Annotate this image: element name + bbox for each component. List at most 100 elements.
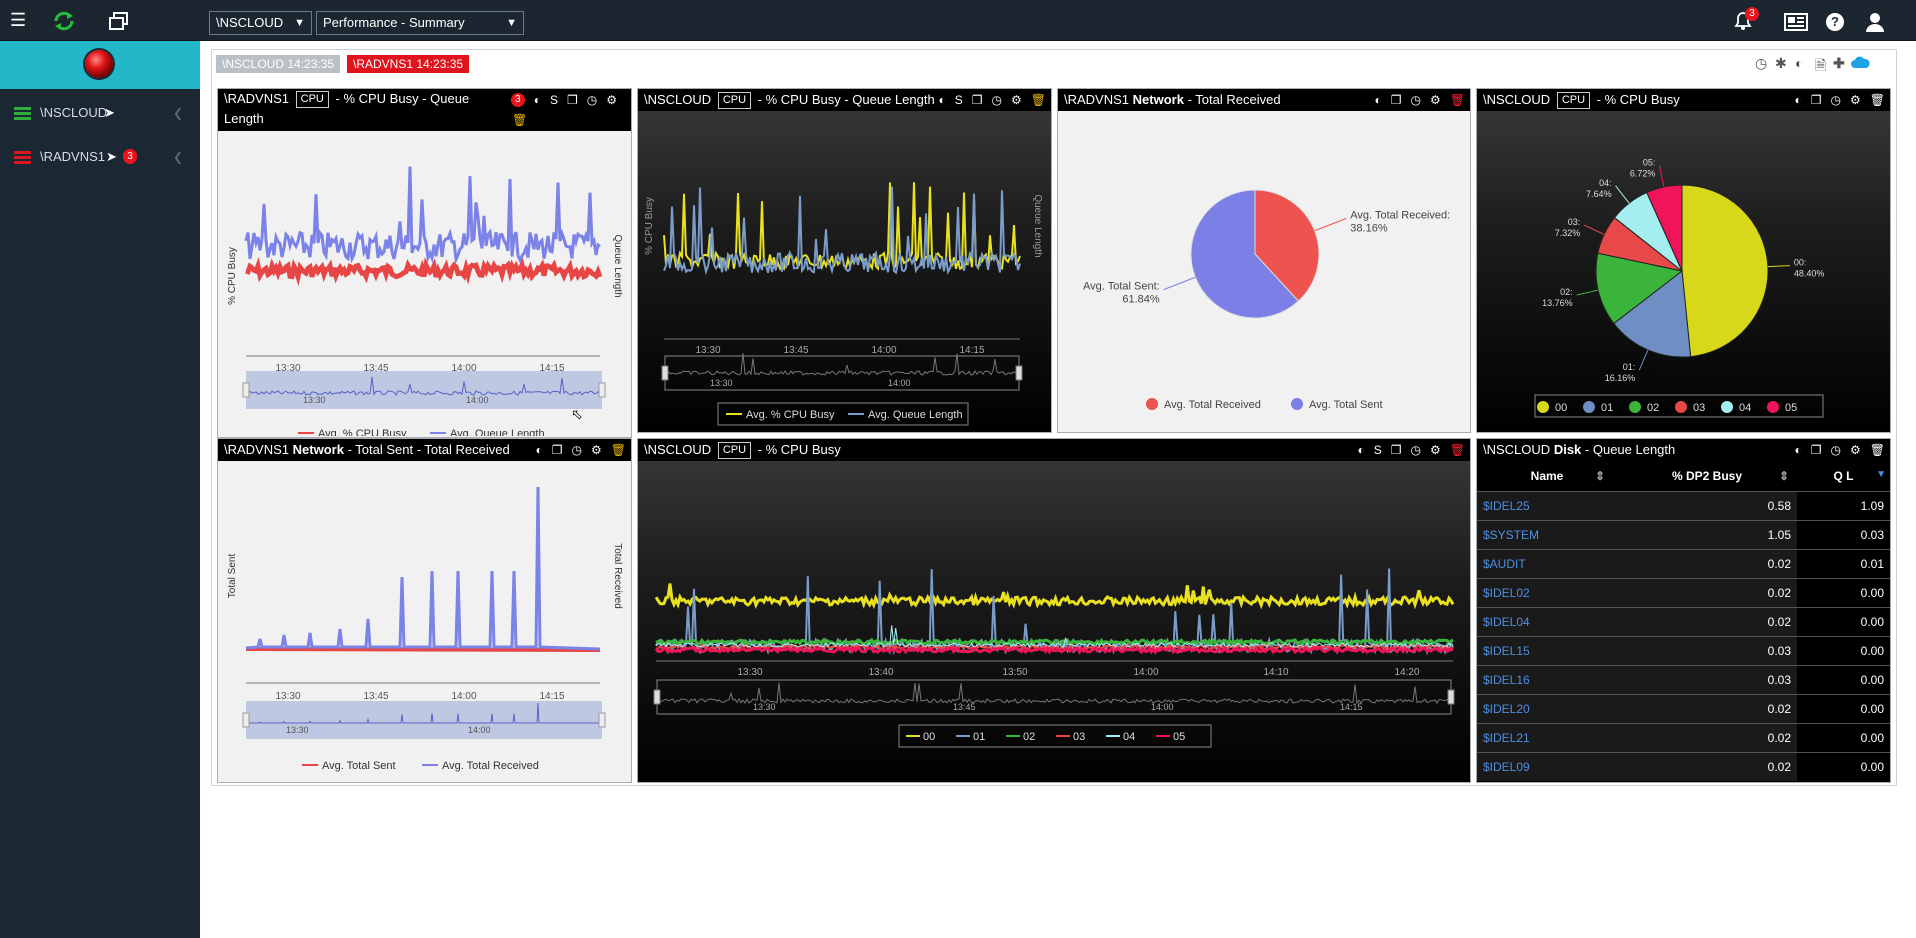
table-row[interactable]: $IDEL20 0.02 0.00 (1477, 693, 1890, 723)
navigator[interactable]: 13:30 14:00 (242, 371, 606, 409)
disk-name[interactable]: $IDEL15 (1477, 635, 1617, 665)
navigator[interactable]: 13:30 14:00 (242, 701, 606, 739)
copy-icon[interactable]: ❐ (1390, 93, 1402, 107)
contrast-icon[interactable]: ◐ (938, 93, 946, 107)
copy-icon[interactable]: ❐ (1390, 443, 1402, 457)
system-select[interactable]: \NSCLOUD ▼ (209, 11, 312, 35)
gear-icon[interactable]: ⚙ (1430, 93, 1441, 107)
legend-label[interactable]: 03 (1693, 402, 1705, 414)
gear-icon[interactable]: ⚙ (1011, 93, 1022, 107)
news-icon[interactable] (1784, 13, 1808, 34)
table-row[interactable]: $SYSTEM 1.05 0.03 (1477, 519, 1890, 549)
contrast-icon[interactable]: ◐ (535, 443, 543, 457)
view-select[interactable]: Performance - Summary ▼ (316, 11, 524, 35)
legend-label[interactable]: Avg. Total Sent (1309, 399, 1383, 411)
dollar-icon[interactable]: S (1373, 443, 1382, 457)
user-icon[interactable] (1866, 12, 1884, 35)
delete-icon[interactable]: 🗑 (1449, 93, 1465, 107)
delete-icon[interactable]: 🗑 (1869, 93, 1885, 107)
contrast-icon[interactable]: ◐ (1794, 93, 1802, 107)
delete-icon[interactable]: 🗑 (1030, 93, 1046, 107)
clock-icon[interactable]: ◷ (1830, 443, 1841, 457)
sort-icon[interactable]: ⇕ (1594, 469, 1605, 484)
hamburger-menu-icon[interactable]: ☰ (10, 10, 27, 30)
pie-slice-05[interactable] (1646, 184, 1683, 272)
gear-icon[interactable]: ⚙ (1430, 443, 1441, 457)
table-row[interactable]: $IDEL25 0.58 1.09 (1477, 490, 1890, 520)
asterisk-icon[interactable]: ✱ (1775, 55, 1787, 71)
gear-icon[interactable]: ⚙ (1850, 443, 1861, 457)
legend-label[interactable]: 02 (1023, 731, 1035, 743)
legend-label[interactable]: 03 (1073, 731, 1085, 743)
pie-slice-00[interactable] (1681, 184, 1769, 358)
dollar-icon[interactable]: S (954, 93, 963, 107)
status-chip-nscloud[interactable]: \NSCLOUD 14:23:35 (216, 55, 341, 73)
status-chip-radvns1[interactable]: \RADVNS1 14:23:35 (347, 55, 470, 73)
clock-icon[interactable]: ◷ (586, 93, 598, 107)
contrast-icon[interactable]: ◐ (1794, 443, 1802, 457)
navigator[interactable]: 13:30 13:45 14:00 14:15 (653, 679, 1455, 715)
disk-name[interactable]: $IDEL20 (1477, 693, 1617, 723)
delete-icon[interactable]: 🗑 (512, 113, 528, 127)
sidebar-item-nscloud[interactable]: \NSCLOUD ➤ ❮ (0, 93, 200, 133)
navigator-handle-right[interactable] (1447, 689, 1455, 705)
disk-name[interactable]: $IDEL21 (1477, 722, 1617, 752)
legend-label[interactable]: Avg. % CPU Busy (318, 428, 407, 436)
contrast-icon[interactable]: ◐ (533, 93, 541, 107)
navigator-handle-left[interactable] (653, 689, 661, 705)
chevron-left-icon[interactable]: ❮ (173, 150, 184, 164)
delete-icon[interactable]: 🗑 (1869, 443, 1885, 457)
table-row[interactable]: $IDEL15 0.03 0.00 (1477, 635, 1890, 665)
navigator-handle-right[interactable] (598, 712, 606, 728)
legend-label[interactable]: 05 (1173, 731, 1185, 743)
legend-label[interactable]: 01 (1601, 402, 1613, 414)
cloud-icon[interactable] (1850, 55, 1870, 72)
table-row[interactable]: $IDEL09 0.02 0.00 (1477, 751, 1890, 781)
legend-label[interactable]: Avg. Queue Length (450, 428, 545, 436)
legend-label[interactable]: 02 (1647, 402, 1659, 414)
navigator-handle-left[interactable] (242, 382, 250, 398)
sidebar-item-radvns1[interactable]: \RADVNS1 ➤ 3 ❮ (0, 137, 200, 177)
copy-icon[interactable]: ❐ (551, 443, 563, 457)
copy-icon[interactable]: ❐ (971, 93, 983, 107)
copy-icon[interactable]: ❐ (1810, 443, 1822, 457)
disk-name[interactable]: $IDEL25 (1477, 490, 1617, 520)
clock-icon[interactable]: ◷ (1410, 443, 1421, 457)
column-header[interactable]: Name ⇕ (1477, 462, 1617, 491)
refresh-icon[interactable] (52, 10, 76, 35)
contrast-icon[interactable]: ◐ (1357, 443, 1365, 457)
navigator-handle-right[interactable] (598, 382, 606, 398)
dollar-icon[interactable]: S (549, 93, 558, 107)
legend-label[interactable]: 04 (1739, 402, 1751, 414)
clock-icon[interactable]: ◷ (991, 93, 1002, 107)
legend-label[interactable]: 04 (1123, 731, 1135, 743)
contrast-icon[interactable]: ◐ (1795, 55, 1804, 71)
navigator-handle-right[interactable] (1015, 365, 1023, 381)
table-row[interactable]: $IDEL16 0.03 0.00 (1477, 664, 1890, 694)
clock-icon[interactable]: ◷ (1755, 55, 1768, 71)
legend-label[interactable]: 01 (973, 731, 985, 743)
navigator[interactable]: 13:30 14:00 (661, 353, 1023, 391)
disk-name[interactable]: $IDEL02 (1477, 577, 1617, 607)
window-switch-icon[interactable] (108, 11, 130, 34)
disk-name[interactable]: $IDEL04 (1477, 606, 1617, 636)
delete-icon[interactable]: 🗑 (1449, 443, 1465, 457)
table-row[interactable]: $IDEL21 0.02 0.00 (1477, 722, 1890, 752)
navigator-handle-left[interactable] (661, 365, 669, 381)
legend-label[interactable]: Avg. Total Received (442, 760, 539, 772)
legend-label[interactable]: Avg. Total Sent (322, 760, 396, 772)
gear-icon[interactable]: ⚙ (1850, 93, 1861, 107)
column-header[interactable]: Q L ▼ (1797, 462, 1890, 491)
legend-label[interactable]: 05 (1785, 402, 1797, 414)
legend-label[interactable]: Avg. Total Received (1164, 399, 1261, 411)
disk-name[interactable]: $IDEL16 (1477, 664, 1617, 694)
sort-icon[interactable]: ⇕ (1778, 469, 1789, 484)
delete-icon[interactable]: 🗑 (610, 443, 626, 457)
gear-icon[interactable]: ⚙ (606, 93, 617, 107)
legend-label[interactable]: Avg. Queue Length (868, 409, 963, 421)
column-header[interactable]: % DP2 Busy ⇕ (1617, 462, 1797, 491)
help-icon[interactable]: ? (1826, 13, 1844, 31)
gear-icon[interactable]: ⚙ (591, 443, 602, 457)
clock-icon[interactable]: ◷ (571, 443, 582, 457)
legend-label[interactable]: Avg. % CPU Busy (746, 409, 835, 421)
